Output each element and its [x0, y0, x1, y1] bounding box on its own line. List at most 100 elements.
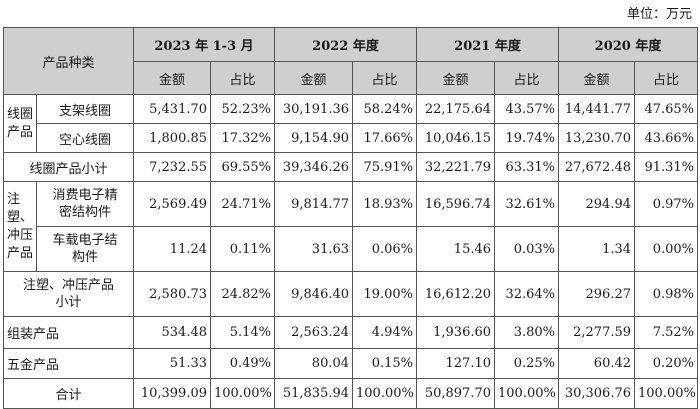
row-label-line: 构件 — [72, 250, 99, 265]
group-label-coil: 线圈 产品 — [3, 94, 37, 153]
cell-value: 15.46 — [416, 226, 496, 272]
table-row: 注 塑、 冲压 产品 消费电子精 密结构件 2,569.49 24.71% 9,… — [3, 181, 699, 272]
cell-value: 2,580.73 — [133, 271, 212, 317]
cell-value: 7,232.55 — [133, 152, 212, 182]
cell-value: 0.15% — [352, 348, 418, 379]
group-label-line: 产品 — [7, 124, 34, 140]
cell-value: 11.24 — [133, 226, 212, 272]
cell-value: 19.00% — [352, 271, 418, 317]
row-label: 组装产品 — [2, 316, 135, 349]
cell-value: 100.00% — [634, 378, 699, 409]
table-row-subtotal: 注塑、冲压产品 小计 2,580.73 24.82% 9,846.40 19.0… — [2, 271, 699, 317]
header-period-2021: 2021 年度 — [416, 27, 560, 62]
cell-value: 2,569.49 — [133, 181, 212, 227]
header-ratio: 占比 — [352, 61, 418, 95]
cell-value: 0.03% — [494, 226, 560, 272]
row-label-consumer-electronics: 消费电子精 密结构件 — [35, 181, 135, 227]
row-label-line: 消费电子精 — [52, 188, 118, 203]
unit-label: 单位：万元 — [626, 7, 692, 22]
table-row: 车载电子结 构件 11.24 0.11% 31.63 0.06% 15.46 0… — [4, 226, 699, 272]
cell-value: 14,441.77 — [558, 94, 636, 124]
group-label-line: 产品 — [7, 245, 34, 261]
cell-value: 30,191.36 — [274, 94, 354, 124]
cell-value: 24.82% — [210, 271, 276, 317]
cell-value: 63.31% — [494, 152, 560, 182]
table-row: 空心线圈 1,800.85 17.32% 9,154.90 17.66% 10,… — [4, 123, 699, 153]
cell-value: 27,672.48 — [558, 152, 636, 182]
cell-value: 0.06% — [352, 226, 418, 272]
cell-value: 5,431.70 — [133, 94, 212, 124]
cell-value: 60.42 — [558, 348, 636, 379]
header-ratio: 占比 — [210, 61, 276, 95]
header-period-2022: 2022 年度 — [274, 27, 418, 62]
cell-value: 1.34 — [558, 226, 636, 272]
cell-value: 31.63 — [274, 226, 354, 272]
cell-value: 17.32% — [210, 123, 276, 153]
cell-value: 69.55% — [210, 152, 276, 182]
cell-value: 9,814.77 — [274, 181, 354, 227]
header-period-2020: 2020 年度 — [558, 27, 699, 62]
table-row: 五金产品 51.33 0.49% 80.04 0.15% 127.10 0.25… — [2, 348, 699, 379]
row-label-line: 密结构件 — [59, 205, 112, 220]
cell-value: 100.00% — [494, 378, 560, 409]
cell-value: 19.74% — [494, 123, 560, 153]
row-label: 空心线圈 — [35, 123, 135, 153]
cell-value: 127.10 — [416, 348, 496, 379]
cell-value: 43.66% — [634, 123, 699, 153]
row-label: 五金产品 — [2, 348, 135, 379]
cell-value: 51.33 — [133, 348, 212, 379]
cell-value: 7.52% — [634, 316, 699, 349]
cell-value: 47.65% — [634, 94, 699, 124]
header-ratio: 占比 — [494, 61, 560, 95]
table-row: 线圈 产品 支架线圈 5,431.70 52.23% 30,191.36 58.… — [3, 94, 699, 153]
row-label-line: 注塑、冲压产品 — [23, 278, 115, 293]
table-row: 组装产品 534.48 5.14% 2,563.24 4.94% 1,936.6… — [2, 316, 699, 349]
cell-value: 52.23% — [210, 94, 276, 124]
group-label-line: 注 — [7, 191, 21, 207]
cell-value: 4.94% — [352, 316, 418, 349]
cell-value: 24.71% — [210, 181, 276, 227]
table-row-total: 合计 10,399.09 100.00% 51,835.94 100.00% 5… — [2, 378, 699, 409]
header-category: 产品种类 — [2, 27, 135, 95]
cell-value: 80.04 — [274, 348, 354, 379]
cell-value: 17.66% — [352, 123, 418, 153]
cell-value: 2,563.24 — [274, 316, 354, 349]
group-label-line: 塑、 — [7, 209, 34, 225]
cell-value: 296.27 — [558, 271, 636, 317]
cell-value: 58.24% — [352, 94, 418, 124]
cell-value: 16,596.74 — [416, 181, 496, 227]
row-label: 合计 — [2, 378, 135, 409]
group-label-stamping: 注 塑、 冲压 产品 — [3, 181, 37, 272]
cell-value: 18.93% — [352, 181, 418, 227]
cell-value: 30,306.76 — [558, 378, 636, 409]
cell-value: 0.97% — [634, 181, 699, 227]
row-label-line: 小计 — [55, 295, 82, 310]
table-row-subtotal: 线圈产品小计 7,232.55 69.55% 39,346.26 75.91% … — [2, 152, 699, 182]
cell-value: 16,612.20 — [416, 271, 496, 317]
cell-value: 100.00% — [210, 378, 276, 409]
cell-value: 5.14% — [210, 316, 276, 349]
header-row-periods: 产品种类 2023 年 1-3 月 2022 年度 2021 年度 2020 年… — [2, 27, 699, 95]
cell-value: 75.91% — [352, 152, 418, 182]
cell-value: 1,936.60 — [416, 316, 496, 349]
row-label-stamping-subtotal: 注塑、冲压产品 小计 — [2, 271, 135, 317]
cell-value: 294.94 — [558, 181, 636, 227]
cell-value: 9,846.40 — [274, 271, 354, 317]
cell-value: 51,835.94 — [274, 378, 354, 409]
cell-value: 0.98% — [634, 271, 699, 317]
cell-value: 0.49% — [210, 348, 276, 379]
header-period-2023q1: 2023 年 1-3 月 — [133, 27, 276, 62]
cell-value: 50,897.70 — [416, 378, 496, 409]
header-ratio: 占比 — [634, 61, 699, 95]
cell-value: 1,800.85 — [133, 123, 212, 153]
group-label-line: 线圈 — [7, 106, 34, 122]
cell-value: 13,230.70 — [558, 123, 636, 153]
header-amount: 金额 — [416, 61, 496, 95]
cell-value: 100.00% — [352, 378, 418, 409]
header-row-metrics: 金额 占比 金额 占比 金额 占比 金额 占比 — [4, 61, 699, 95]
cell-value: 3.80% — [494, 316, 560, 349]
cell-value: 39,346.26 — [274, 152, 354, 182]
cell-value: 22,175.64 — [416, 94, 496, 124]
cell-value: 0.20% — [634, 348, 699, 379]
row-label: 线圈产品小计 — [2, 152, 135, 182]
